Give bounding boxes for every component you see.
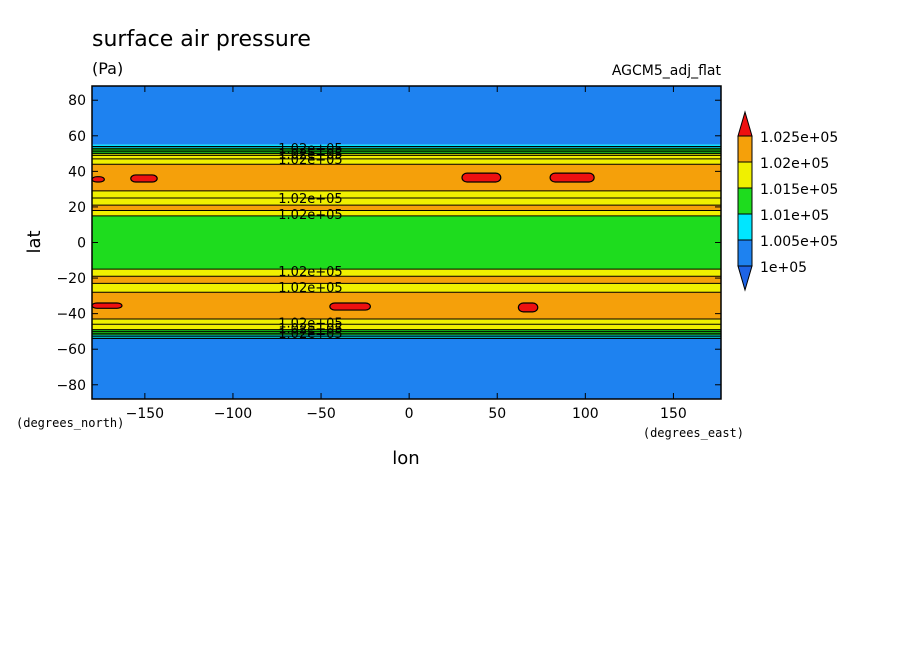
y-tick-label: 60 — [68, 129, 86, 145]
y-tick-label: −40 — [56, 307, 86, 323]
colorbar-segment — [737, 239, 753, 267]
x-axis-title: lon — [392, 448, 419, 469]
model-label: AGCM5_adj_flat — [612, 63, 722, 79]
units-label: (Pa) — [92, 59, 123, 78]
high-pressure-cell — [329, 302, 371, 311]
x-tick-label: −100 — [214, 406, 252, 422]
contour-label: 1.02e+05 — [278, 153, 342, 168]
pressure-band — [92, 86, 721, 145]
colorbar-segment — [737, 213, 753, 241]
x-tick-label: −150 — [126, 406, 164, 422]
field-layer — [92, 86, 721, 399]
y-tick-label: 80 — [68, 93, 86, 109]
colorbar-label: 1.005e+05 — [760, 234, 838, 250]
axis-ticks: −150 −100 −50 0 50 100 150 −80 −60 −40 −20 0 20 40 60 8… — [56, 86, 721, 422]
pressure-band — [92, 164, 721, 191]
y-tick-label: −80 — [56, 378, 86, 394]
colorbar-label: 1.01e+05 — [760, 208, 829, 224]
pressure-band — [92, 276, 721, 284]
pressure-band — [92, 215, 721, 270]
colorbar-segment — [737, 187, 753, 215]
x-tick-label: 0 — [405, 406, 414, 422]
contour-labels: 1.02e+051.02e+051.02e+051.02e+051.02e+05… — [278, 142, 342, 342]
x-tick-label: 100 — [572, 406, 599, 422]
pressure-band — [92, 292, 721, 319]
y-units-label: (degrees_north) — [16, 416, 124, 430]
x-units-label: (degrees_east) — [643, 426, 744, 440]
contour-label: 1.02e+05 — [278, 148, 342, 163]
y-tick-label: −60 — [56, 342, 86, 358]
contour-label: 1.02e+05 — [278, 142, 342, 157]
colorbar-bottom-arrow — [737, 265, 753, 292]
contour-label: 1.02e+05 — [278, 192, 342, 207]
pressure-band — [92, 210, 721, 216]
contour-label: 1.02e+05 — [278, 208, 342, 223]
pressure-band — [92, 269, 721, 277]
colorbar-segment — [737, 161, 753, 189]
contour-label: 1.02e+05 — [278, 327, 342, 342]
chart-title: surface air pressure — [92, 27, 311, 52]
high-pressure-cell — [91, 176, 105, 183]
pressure-band — [92, 205, 721, 211]
colorbar-label: 1e+05 — [760, 260, 807, 276]
pressure-band — [92, 283, 721, 293]
contour-label: 1.02e+05 — [278, 322, 342, 337]
high-pressure-cell — [461, 172, 502, 183]
colorbar-top-arrow — [737, 110, 753, 137]
high-pressure-cell — [517, 302, 539, 313]
y-tick-label: 20 — [68, 200, 86, 216]
colorbar-label: 1.02e+05 — [760, 156, 829, 172]
y-tick-label: −20 — [56, 271, 86, 287]
contour-lines — [92, 145, 721, 340]
high-pressure-cell — [130, 174, 158, 183]
pressure-band — [92, 329, 721, 335]
y-tick-label: 0 — [77, 236, 86, 252]
y-tick-label: 40 — [68, 164, 86, 180]
x-tick-label: −50 — [306, 406, 336, 422]
contour-label: 1.02e+05 — [278, 317, 342, 332]
pressure-band — [92, 148, 721, 154]
x-tick-label: 150 — [660, 406, 687, 422]
high-pressure-cells — [91, 172, 595, 313]
y-axis-title: lat — [24, 230, 45, 253]
contour-label: 1.02e+05 — [278, 281, 342, 296]
colorbar-label: 1.015e+05 — [760, 182, 838, 198]
x-tick-label: 50 — [488, 406, 506, 422]
colorbar-segment — [737, 135, 753, 163]
pressure-band — [92, 338, 721, 399]
high-pressure-cell — [91, 302, 123, 309]
colorbar-label: 1.025e+05 — [760, 130, 838, 146]
colorbar: 1.025e+05 1.02e+05 1.015e+05 1.01e+05 1.005e… — [737, 110, 838, 292]
contour-label: 1.02e+05 — [278, 265, 342, 280]
high-pressure-cell — [549, 172, 595, 183]
